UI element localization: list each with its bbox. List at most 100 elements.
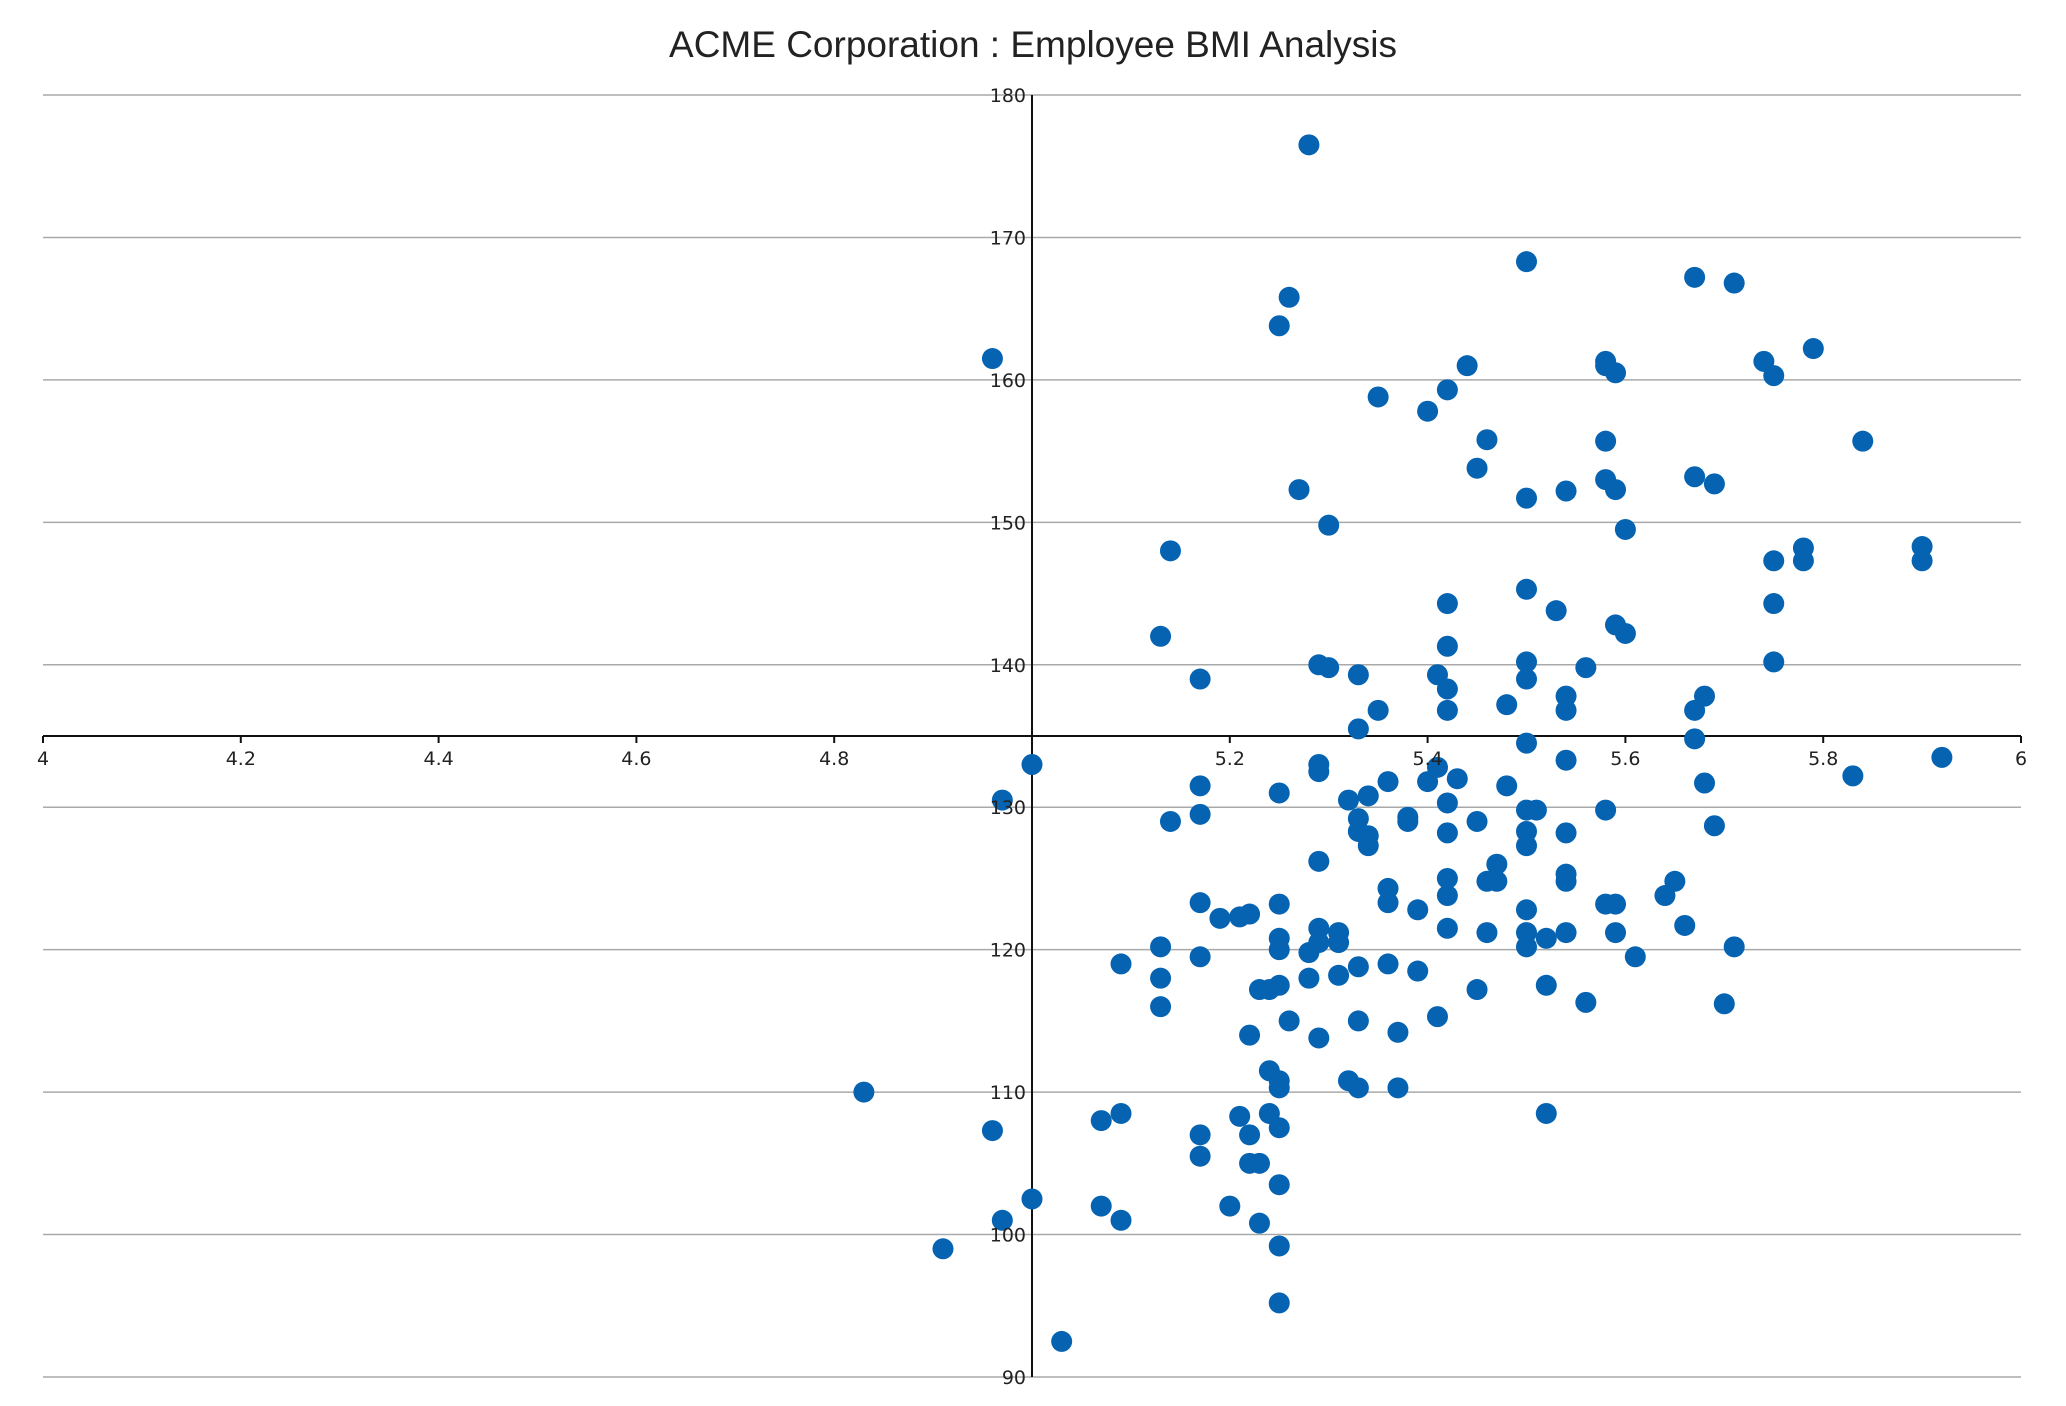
data-point xyxy=(1486,870,1508,892)
y-tick-label: 100 xyxy=(990,1225,1026,1247)
data-point xyxy=(1911,536,1933,558)
data-point xyxy=(1318,514,1340,536)
data-point xyxy=(1694,685,1716,707)
data-point xyxy=(1347,718,1369,740)
y-tick-label: 170 xyxy=(990,227,1026,249)
x-tick-label: 4.4 xyxy=(423,748,453,770)
data-point xyxy=(1595,799,1617,821)
data-point xyxy=(1684,466,1706,488)
data-point xyxy=(1377,771,1399,793)
data-point xyxy=(1239,1024,1261,1046)
data-point xyxy=(1595,430,1617,452)
data-point xyxy=(1377,953,1399,975)
data-point xyxy=(1605,479,1627,501)
data-point xyxy=(1516,732,1537,754)
data-point xyxy=(1792,537,1814,559)
data-point xyxy=(1446,768,1468,790)
data-point xyxy=(1723,272,1745,294)
chart-title: ACME Corporation : Employee BMI Analysis xyxy=(669,24,1397,65)
data-point xyxy=(1684,266,1706,288)
data-point xyxy=(1229,1105,1251,1127)
data-point xyxy=(1367,386,1389,408)
data-point xyxy=(1268,1174,1290,1196)
data-point xyxy=(1347,808,1369,830)
data-point xyxy=(1466,979,1488,1001)
data-point xyxy=(1605,362,1627,384)
data-point xyxy=(1110,953,1132,975)
data-point xyxy=(1308,850,1330,872)
data-point xyxy=(1268,782,1290,804)
data-point xyxy=(1268,1235,1290,1257)
data-point xyxy=(1328,964,1350,986)
data-point xyxy=(1496,775,1518,797)
data-point xyxy=(1387,1021,1409,1043)
data-point xyxy=(1308,932,1330,954)
data-point xyxy=(1496,694,1518,716)
data-point xyxy=(1021,1188,1043,1210)
data-point xyxy=(1614,622,1636,644)
x-tick-label: 4.2 xyxy=(226,748,256,770)
data-point xyxy=(1278,286,1300,308)
data-point xyxy=(1278,1010,1300,1032)
data-point xyxy=(1189,803,1211,825)
data-point xyxy=(1268,1292,1290,1314)
y-tick-label: 90 xyxy=(1002,1367,1026,1389)
x-tick-label: 5.8 xyxy=(1808,748,1838,770)
data-point xyxy=(991,1209,1013,1231)
data-point xyxy=(1347,1077,1369,1099)
data-point xyxy=(1159,540,1181,562)
data-point xyxy=(1357,825,1379,847)
data-point xyxy=(1516,487,1537,509)
data-point xyxy=(1417,400,1439,422)
data-point xyxy=(1407,899,1429,921)
data-point xyxy=(1436,822,1458,844)
data-point xyxy=(1189,1145,1211,1167)
y-tick-label: 180 xyxy=(990,85,1026,107)
data-point xyxy=(1308,1027,1330,1049)
x-tick-label: 4.8 xyxy=(819,748,849,770)
data-point xyxy=(1248,1212,1270,1234)
data-point xyxy=(1763,651,1785,673)
data-point xyxy=(1268,974,1290,996)
data-point xyxy=(1318,657,1340,679)
data-point xyxy=(1337,789,1359,811)
data-points xyxy=(853,134,1953,1352)
y-tick-label: 140 xyxy=(990,655,1026,677)
data-point xyxy=(1703,473,1725,495)
data-point xyxy=(1268,893,1290,915)
y-tick-label: 150 xyxy=(990,512,1026,534)
data-point xyxy=(1110,1209,1132,1231)
data-point xyxy=(853,1081,875,1103)
x-tick-label: 4.6 xyxy=(621,748,651,770)
tick-labels: 4 4.2 4.4 4.6 4.8 5.2 5.4 5.6 5.8 6 90 100 110 120 130… xyxy=(37,85,2027,1389)
data-point xyxy=(1555,922,1577,944)
data-point xyxy=(1219,1195,1241,1217)
data-point xyxy=(1516,899,1537,921)
data-point xyxy=(981,1120,1003,1142)
x-tick-label: 5.6 xyxy=(1610,748,1640,770)
data-point xyxy=(1802,338,1824,360)
data-point xyxy=(1298,134,1320,156)
data-point xyxy=(1189,775,1211,797)
data-point xyxy=(1555,685,1577,707)
data-point xyxy=(1605,922,1627,944)
data-point xyxy=(1555,822,1577,844)
data-point xyxy=(1426,1006,1448,1028)
data-point xyxy=(1209,907,1231,929)
data-point xyxy=(1624,946,1646,968)
data-point xyxy=(1189,946,1211,968)
data-point xyxy=(1387,1077,1409,1099)
data-point xyxy=(1328,932,1350,954)
y-tick-label: 160 xyxy=(990,370,1026,392)
data-point xyxy=(1189,892,1211,914)
x-tick-label: 5.4 xyxy=(1412,748,1442,770)
data-point xyxy=(1150,996,1172,1018)
data-point xyxy=(1713,993,1735,1015)
data-point xyxy=(932,1238,954,1260)
data-point xyxy=(1763,593,1785,615)
data-point xyxy=(1347,956,1369,978)
data-point xyxy=(1189,668,1211,690)
data-point xyxy=(1684,728,1706,750)
